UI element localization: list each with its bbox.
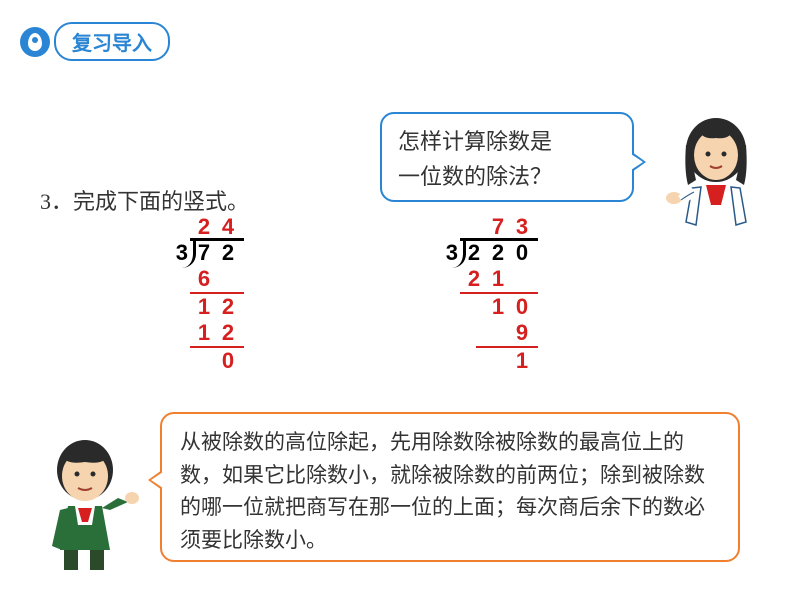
quotient-digit: 7 [486, 214, 510, 240]
work-digit: 6 [192, 266, 216, 292]
work-digit: 2 [462, 266, 486, 292]
explanation-text: 从被除数的高位除起，先用除数除被除数的最高位上的数，如果它比除数小，就除被除数的… [180, 430, 705, 552]
boy-illustration [20, 430, 150, 570]
long-division-2: 7 3 3 2 2 0 2 1 1 0 9 1 [432, 214, 538, 374]
work-digit: 2 [216, 294, 240, 320]
work-digit: 1 [486, 266, 510, 292]
quotient-digit: 2 [192, 214, 216, 240]
girl-illustration [656, 110, 776, 240]
work-digit: 1 [486, 294, 510, 320]
work-digit: 1 [192, 294, 216, 320]
dividend-digit: 2 [486, 240, 510, 266]
question-number: 3． [40, 189, 73, 214]
quotient-digit: 3 [510, 214, 534, 240]
long-division-1: 2 4 3 7 2 6 1 2 1 2 0 [162, 214, 244, 374]
work-digit: 1 [192, 320, 216, 346]
section-header: 复习导入 [20, 22, 170, 61]
quotient-digit: 4 [216, 214, 240, 240]
remainder: 0 [216, 348, 240, 374]
girl-teacher-avatar [656, 110, 776, 240]
question-text-content: 完成下面的竖式。 [73, 189, 249, 214]
bubble-line-2: 一位数的除法？ [398, 159, 616, 194]
bubble-line-1: 怎样计算除数是 [398, 124, 616, 159]
work-digit: 9 [510, 320, 534, 346]
explanation-speech-bubble: 从被除数的高位除起，先用除数除被除数的最高位上的数，如果它比除数小，就除被除数的… [160, 412, 740, 562]
boy-student-avatar [20, 430, 150, 570]
dividend-digit: 2 [216, 240, 240, 266]
work-digit: 2 [216, 320, 240, 346]
remainder: 1 [510, 348, 534, 374]
teacher-speech-bubble: 怎样计算除数是 一位数的除法？ [380, 112, 634, 202]
lightbulb-icon [20, 27, 50, 57]
dividend-digit: 0 [510, 240, 534, 266]
section-title: 复习导入 [54, 22, 170, 61]
work-digit: 0 [510, 294, 534, 320]
question-prompt: 3．完成下面的竖式。 [40, 184, 249, 216]
